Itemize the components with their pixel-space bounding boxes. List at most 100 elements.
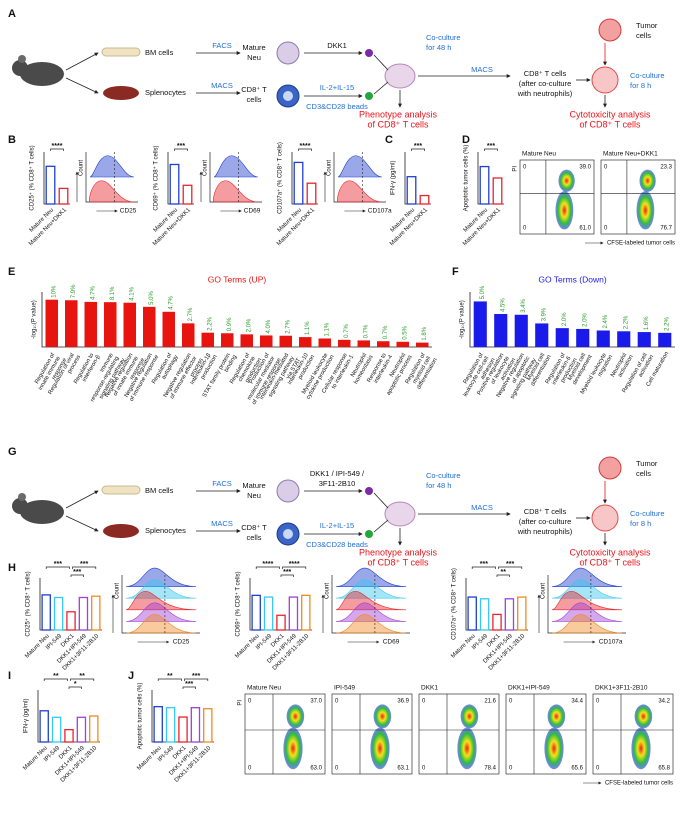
schematic-label: with neutrophils) (517, 527, 573, 536)
bar (65, 300, 78, 347)
flow-title: DKK1+3F11-2B10 (595, 685, 648, 692)
bar (39, 710, 49, 743)
mouse-ear (18, 55, 26, 63)
quadrant-label: 0 (335, 699, 339, 705)
bar (492, 613, 502, 631)
chart-title: GO Terms (UP) (208, 274, 267, 284)
connector (373, 492, 389, 509)
quadrant-label: 0 (422, 699, 426, 705)
flow-y-label: PI (238, 700, 244, 706)
schematic-label: Tumor (636, 21, 658, 30)
flow-density (370, 727, 390, 770)
schematic-label: Mature (242, 43, 265, 52)
flow-density (283, 727, 303, 770)
value-label: 4.7% (168, 295, 174, 309)
schematic-label: cells (246, 533, 261, 542)
spleen-icon (103, 86, 139, 100)
y-axis-label: CD107a⁺ (% CD8⁺ T cells) (451, 568, 458, 640)
flow-density (544, 727, 564, 770)
bar (201, 332, 214, 347)
bar (123, 302, 136, 347)
histogram-curve (335, 614, 407, 634)
flow-frame (592, 693, 674, 775)
significance-label: **** (300, 143, 311, 150)
bar (535, 323, 549, 347)
quadrant-label: 0 (596, 766, 600, 772)
quadrant-label: 37.0 (310, 699, 322, 705)
panel-letter: J (128, 670, 134, 682)
histogram-curve (125, 602, 197, 622)
schematic-label: cells (636, 469, 651, 478)
significance-bracket (45, 566, 70, 569)
y-axis-label: -log₁₀(P value) (32, 300, 38, 338)
quadrant-label: 65.6 (571, 766, 583, 772)
histogram-y-label: Count (325, 583, 331, 599)
quadrant-label: 0 (509, 699, 513, 705)
value-label: 0.5% (402, 325, 408, 339)
bar (260, 335, 273, 347)
histogram-curve (213, 155, 259, 178)
flow-density (373, 704, 392, 729)
flow-frame (418, 693, 500, 775)
bar (51, 716, 62, 743)
schematic-label: of CD8⁺ T cells (580, 557, 641, 567)
bar (279, 335, 292, 347)
schematic-label: Cytotoxicity analysis (569, 109, 651, 119)
dish-icon (384, 63, 416, 89)
significance-bracket (72, 566, 97, 569)
tcell-dish (591, 66, 619, 94)
quadrant-label: 0 (604, 226, 608, 232)
quadrant-label: 34.2 (658, 699, 670, 705)
quadrant-label: 36.9 (397, 699, 409, 705)
schematic-label: (after co-culture (519, 79, 572, 88)
value-label: 10% (51, 285, 57, 298)
bar (492, 177, 503, 205)
bar (576, 328, 590, 347)
flow-frame (505, 693, 587, 775)
y-axis-label: -log₁₀(P value) (460, 300, 466, 338)
quadrant-label: 0 (335, 766, 339, 772)
flow-title: DKK1 (421, 685, 438, 692)
significance-bracket (280, 574, 294, 577)
schematic-label: IL-2+IL-15 (320, 521, 354, 530)
flow-frame (600, 159, 676, 235)
schematic-label: MACS (211, 519, 233, 528)
schematic-label: Phenotype analysis (359, 547, 438, 557)
quadrant-label: 76.7 (660, 226, 672, 232)
bar (78, 596, 89, 631)
schematic-label: Splenocytes (145, 526, 186, 535)
bar (165, 707, 176, 743)
mouse-head (12, 498, 28, 514)
value-label: 2.2% (623, 315, 629, 329)
significance-label: **** (262, 561, 273, 568)
value-label: 4.1% (129, 286, 135, 300)
neutrophil-icon (276, 479, 300, 503)
schematic-label: CD8⁺ T cells (524, 507, 567, 516)
quadrant-label: 0 (248, 699, 252, 705)
histogram-curve (551, 614, 623, 634)
bar (76, 716, 87, 743)
histogram-curve (335, 602, 407, 622)
significance-bracket (471, 566, 496, 569)
flow-title: Mature Neu (522, 151, 556, 158)
bar (91, 595, 101, 631)
panel-letter: E (8, 266, 15, 278)
bar (637, 332, 651, 347)
value-label: 1.6% (644, 316, 650, 330)
significance-bracket (484, 148, 498, 151)
histogram-y-label: Count (115, 583, 121, 599)
significance-bracket (182, 686, 196, 689)
y-axis-label: IFN-γ (pg/ml) (391, 161, 397, 196)
value-label: 5.0% (149, 291, 155, 305)
schematic-label: DKK1 (327, 41, 347, 50)
quadrant-label: 0 (523, 226, 527, 232)
bone-icon (101, 47, 141, 57)
significance-label: *** (185, 681, 193, 688)
tcell-core (283, 529, 293, 539)
y-axis-label: CD25⁺ (% CD8⁺ T cells) (25, 571, 32, 636)
panel-letter: C (385, 134, 393, 146)
bar (84, 301, 97, 347)
histogram-curve (335, 567, 407, 587)
